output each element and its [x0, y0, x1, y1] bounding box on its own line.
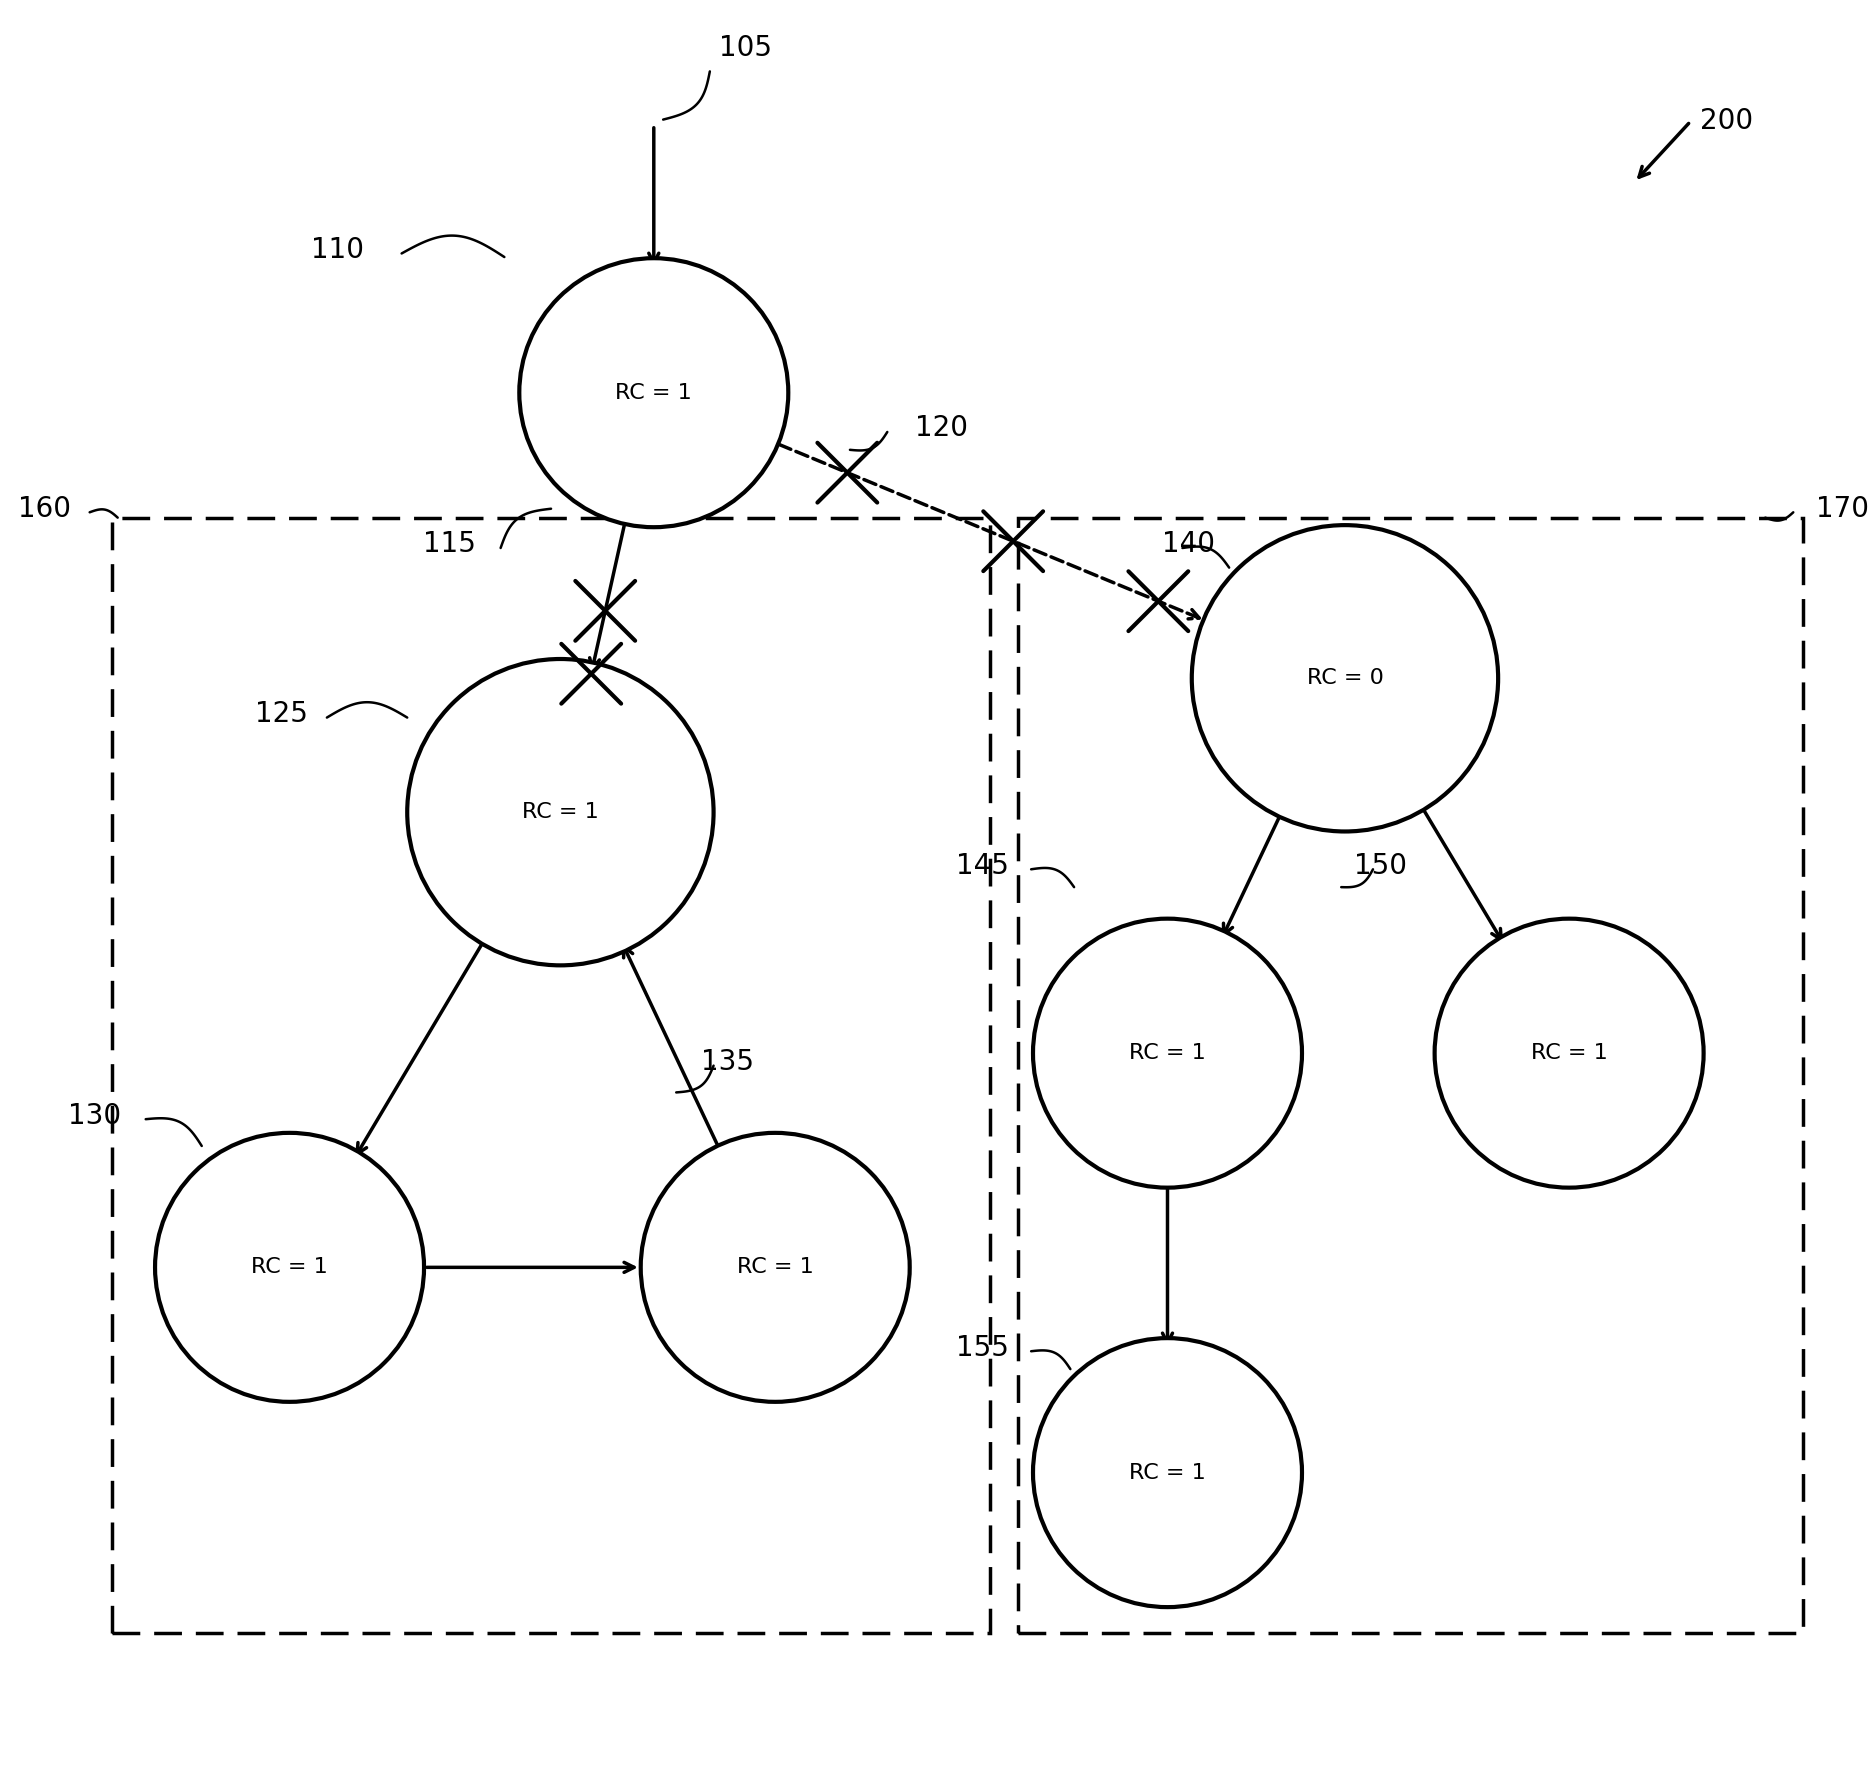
Text: 120: 120: [915, 414, 968, 443]
Text: 150: 150: [1354, 851, 1407, 880]
Text: RC = 1: RC = 1: [736, 1257, 814, 1278]
Text: RC = 1: RC = 1: [615, 382, 693, 403]
Ellipse shape: [1033, 1339, 1302, 1606]
Text: RC = 1: RC = 1: [1530, 1042, 1608, 1064]
Text: 145: 145: [956, 851, 1009, 880]
Text: 140: 140: [1162, 530, 1214, 559]
Text: 135: 135: [700, 1048, 753, 1076]
Text: 105: 105: [719, 34, 771, 62]
Text: 130: 130: [69, 1101, 121, 1130]
Ellipse shape: [1192, 525, 1498, 832]
Text: RC = 1: RC = 1: [521, 801, 600, 823]
Bar: [1018, 518, 1803, 1633]
Ellipse shape: [1435, 919, 1704, 1187]
Ellipse shape: [1033, 919, 1302, 1187]
Text: 110: 110: [312, 236, 364, 264]
Text: 155: 155: [956, 1333, 1009, 1362]
Text: 115: 115: [424, 530, 476, 559]
Text: 125: 125: [256, 700, 308, 728]
Text: RC = 1: RC = 1: [250, 1257, 329, 1278]
Ellipse shape: [641, 1133, 910, 1401]
Text: 200: 200: [1700, 107, 1752, 136]
Ellipse shape: [155, 1133, 424, 1401]
Ellipse shape: [407, 659, 714, 966]
Text: RC = 1: RC = 1: [1128, 1462, 1207, 1483]
Text: 160: 160: [19, 494, 71, 523]
Text: RC = 1: RC = 1: [1128, 1042, 1207, 1064]
Bar: [112, 518, 990, 1633]
Text: RC = 0: RC = 0: [1306, 668, 1384, 689]
Ellipse shape: [519, 259, 788, 527]
Text: 170: 170: [1816, 494, 1868, 523]
